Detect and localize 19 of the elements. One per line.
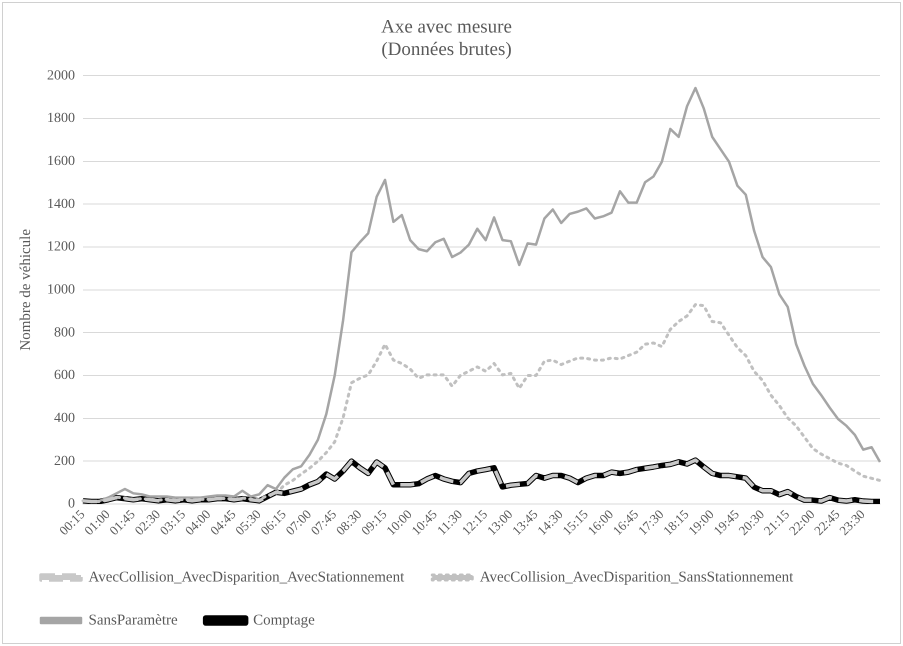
y-tick-label: 1200: [47, 240, 75, 255]
chart-title: Axe avec mesure: [381, 16, 512, 38]
y-tick-label: 200: [54, 454, 75, 469]
legend-label: AvecCollision_AvecDisparition_SansStationnement: [480, 569, 794, 586]
y-tick-label: 2000: [47, 68, 75, 84]
y-tick-label: 600: [54, 368, 75, 384]
legend-label: SansParamètre: [88, 612, 178, 628]
legend-label: AvecCollision_AvecDisparition_AvecStationnement: [88, 569, 406, 586]
chart-subtitle: (Données brutes): [381, 39, 512, 60]
line-series: [82, 303, 882, 503]
y-tick-label: 400: [54, 411, 75, 426]
y-tick-label: 1800: [47, 111, 75, 126]
y-tick-label: 1000: [47, 282, 75, 298]
y-tick-label: 0: [68, 496, 75, 512]
y-axis-title: Nombre de véhicule: [18, 228, 34, 351]
legend-label: Comptage: [253, 612, 316, 628]
y-tick-label: 1400: [47, 196, 75, 212]
y-tick-label: 1600: [47, 154, 75, 169]
y-tick-label: 800: [54, 325, 75, 340]
